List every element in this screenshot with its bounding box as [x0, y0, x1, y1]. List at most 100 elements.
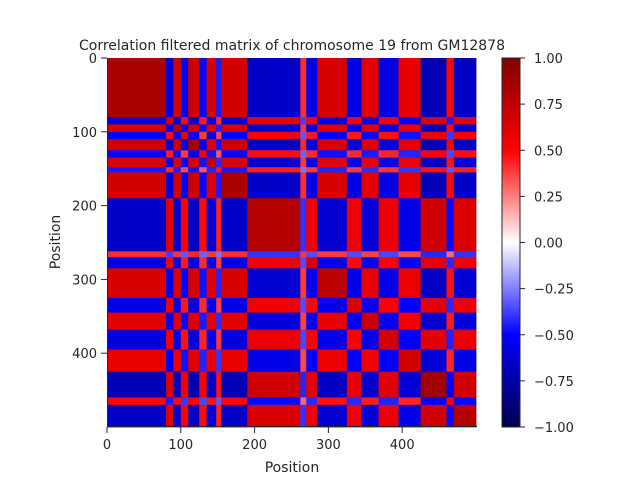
- heatmap-cell: [173, 117, 182, 125]
- heatmap-cell: [107, 251, 167, 258]
- heatmap-cell: [398, 131, 422, 140]
- heatmap-cell: [199, 172, 208, 199]
- heatmap-cell: [216, 172, 222, 199]
- heatmap-cell: [173, 251, 182, 258]
- heatmap-cell: [453, 297, 477, 314]
- heatmap-cell: [378, 172, 399, 199]
- heatmap-cell: [221, 397, 248, 406]
- heatmap-cell: [346, 312, 363, 330]
- heatmap-cell: [247, 312, 301, 330]
- heatmap-cell: [247, 139, 301, 151]
- heatmap-cell: [188, 268, 200, 299]
- heatmap-cell: [247, 198, 301, 252]
- heatmap-cell: [378, 58, 399, 118]
- heatmap-cell: [446, 131, 455, 140]
- heatmap-cell: [107, 397, 167, 406]
- heatmap-cell: [398, 167, 422, 173]
- heatmap-cell: [300, 150, 307, 159]
- heatmap-cell: [361, 297, 379, 314]
- heatmap-cell: [300, 198, 307, 252]
- heatmap-cell: [206, 371, 217, 398]
- heatmap-cell: [188, 371, 200, 398]
- heatmap-cell: [446, 172, 455, 199]
- heatmap-cell: [317, 124, 348, 133]
- heatmap-cell: [346, 297, 363, 314]
- heatmap-cell: [188, 150, 200, 159]
- heatmap-cell: [446, 157, 455, 168]
- heatmap-cell: [306, 312, 318, 330]
- heatmap-cell: [107, 257, 167, 269]
- heatmap-cell: [180, 124, 189, 133]
- y-tick-label: 300: [72, 273, 97, 288]
- heatmap-cell: [420, 349, 447, 373]
- heatmap-cell: [317, 150, 348, 159]
- x-tick-label: 0: [103, 438, 111, 453]
- heatmap-cell: [199, 297, 208, 314]
- heatmap-cell: [446, 117, 455, 125]
- heatmap-cell: [446, 397, 455, 406]
- heatmap-cell: [216, 117, 222, 125]
- heatmap-cell: [180, 157, 189, 168]
- heatmap-cell: [206, 58, 217, 118]
- heatmap-cell: [317, 198, 348, 252]
- heatmap-cell: [107, 268, 167, 299]
- heatmap-cell: [317, 312, 348, 330]
- heatmap-cell: [107, 58, 167, 118]
- heatmap-cell: [361, 268, 379, 299]
- heatmap-cell: [247, 124, 301, 133]
- heatmap-cell: [173, 329, 182, 350]
- heatmap-cell: [188, 329, 200, 350]
- heatmap-cell: [173, 257, 182, 269]
- heatmap-cell: [306, 131, 318, 140]
- heatmap-cell: [306, 297, 318, 314]
- heatmap-cell: [221, 371, 248, 398]
- heatmap-cell: [306, 251, 318, 258]
- heatmap-cell: [216, 167, 222, 173]
- heatmap-cell: [216, 124, 222, 133]
- heatmap-cell: [221, 117, 248, 125]
- heatmap-cell: [247, 404, 301, 428]
- heatmap-cell: [446, 139, 455, 151]
- heatmap-cell: [300, 297, 307, 314]
- heatmap-cell: [317, 172, 348, 199]
- heatmap-cell: [247, 58, 301, 118]
- heatmap-cell: [199, 157, 208, 168]
- heatmap-cell: [346, 58, 363, 118]
- heatmap-cell: [166, 397, 174, 406]
- heatmap-cell: [166, 312, 174, 330]
- heatmap-cell: [300, 157, 307, 168]
- heatmap-cell: [199, 150, 208, 159]
- heatmap-cell: [378, 329, 399, 350]
- heatmap-cell: [446, 371, 455, 398]
- y-tick-label: 400: [72, 347, 97, 362]
- heatmap-cell: [446, 312, 455, 330]
- colorbar-tick-label: −0.50: [534, 329, 574, 344]
- heatmap-cell: [306, 404, 318, 428]
- heatmap-cell: [361, 371, 379, 398]
- heatmap-cell: [361, 139, 379, 151]
- heatmap-cell: [247, 349, 301, 373]
- heatmap-cell: [361, 329, 379, 350]
- heatmap-cell: [398, 172, 422, 199]
- heatmap-cell: [300, 404, 307, 428]
- heatmap-cell: [378, 124, 399, 133]
- heatmap-cell: [420, 150, 447, 159]
- heatmap-cell: [346, 404, 363, 428]
- heatmap-cell: [378, 167, 399, 173]
- colorbar-tick-label: 0.00: [534, 237, 563, 252]
- heatmap-cell: [446, 297, 455, 314]
- heatmap-cell: [180, 312, 189, 330]
- heatmap-cell: [453, 131, 477, 140]
- heatmap-cell: [180, 150, 189, 159]
- heatmap-cell: [188, 397, 200, 406]
- heatmap-cell: [216, 157, 222, 168]
- heatmap-cell: [317, 257, 348, 269]
- heatmap-cell: [300, 131, 307, 140]
- heatmap-cell: [361, 124, 379, 133]
- heatmap-cell: [398, 150, 422, 159]
- heatmap-cell: [453, 404, 477, 428]
- heatmap-cell: [199, 257, 208, 269]
- heatmap-cell: [398, 397, 422, 406]
- heatmap-cell: [206, 329, 217, 350]
- heatmap-cell: [306, 397, 318, 406]
